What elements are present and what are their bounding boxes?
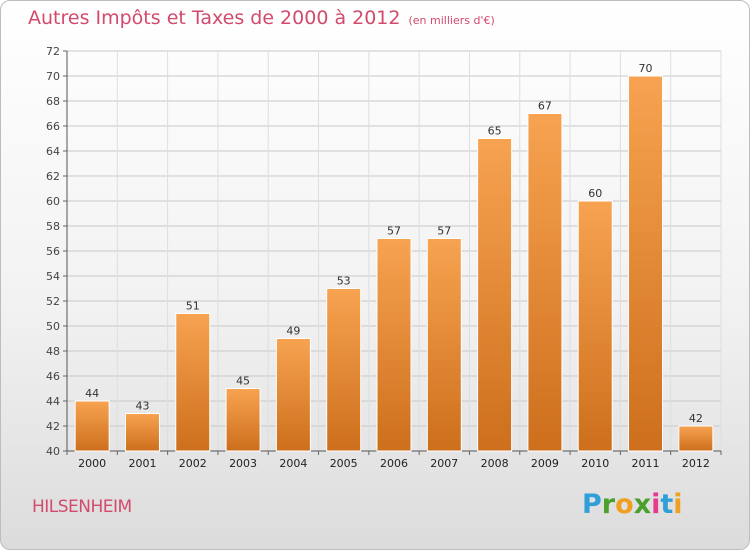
chart-title-text: Autres Impôts et Taxes de 2000 à 2012 — [28, 7, 401, 29]
data-label-2002: 51 — [186, 300, 200, 313]
x-tick-label-2010: 2010 — [581, 457, 609, 470]
y-tick-label: 42 — [46, 420, 60, 433]
x-tick-label-2008: 2008 — [481, 457, 509, 470]
x-tick-label-2000: 2000 — [78, 457, 106, 470]
x-tick-label-2005: 2005 — [330, 457, 358, 470]
data-labels: 44 43 51 45 49 53 57 57 65 67 60 70 42 — [85, 62, 703, 425]
y-tick-label: 70 — [46, 70, 60, 83]
y-tick-label: 66 — [46, 120, 60, 133]
y-tick-label: 58 — [46, 220, 60, 233]
y-tick-label: 68 — [46, 95, 60, 108]
data-label-2005: 53 — [337, 275, 351, 288]
commune-name: HILSENHEIM — [32, 497, 132, 517]
data-label-2003: 45 — [236, 375, 250, 388]
bar-2007 — [426, 238, 462, 452]
logo-letter: x — [633, 489, 652, 520]
data-label-2011: 70 — [639, 62, 653, 75]
x-tick-label-2009: 2009 — [531, 457, 559, 470]
chart-title: Autres Impôts et Taxes de 2000 à 2012 (en… — [28, 7, 495, 29]
y-tick-label: 52 — [46, 295, 60, 308]
y-tick-label: 54 — [46, 270, 60, 283]
bar-2010 — [577, 200, 613, 452]
data-label-2001: 43 — [135, 400, 149, 413]
logo-letter: i — [673, 489, 683, 520]
bar-2008 — [477, 138, 513, 452]
proxiti-logo[interactable]: Proxiti — [582, 489, 683, 520]
data-label-2010: 60 — [588, 187, 602, 200]
chart-unit: (en milliers d'€) — [408, 14, 495, 27]
bar-2000 — [74, 400, 110, 452]
x-tick-label-2001: 2001 — [128, 457, 156, 470]
y-tick-label: 48 — [46, 345, 60, 358]
data-label-2007: 57 — [437, 225, 451, 238]
y-tick-label: 72 — [46, 45, 60, 58]
y-tick-label: 50 — [46, 320, 60, 333]
x-tick-label-2004: 2004 — [279, 457, 307, 470]
x-tick-label-2011: 2011 — [632, 457, 660, 470]
data-label-2008: 65 — [488, 125, 502, 138]
logo-letter: r — [601, 489, 616, 520]
y-tick-label: 46 — [46, 370, 60, 383]
x-tick-label-2006: 2006 — [380, 457, 408, 470]
bar-2003 — [225, 388, 261, 452]
data-label-2006: 57 — [387, 225, 401, 238]
bars — [74, 75, 714, 452]
x-tick-label-2003: 2003 — [229, 457, 257, 470]
y-tick-label: 44 — [46, 395, 60, 408]
bar-2006 — [376, 238, 412, 452]
bar-2012 — [678, 425, 714, 452]
data-label-2004: 49 — [286, 325, 300, 338]
bar-2001 — [124, 413, 160, 452]
bar-2002 — [175, 313, 211, 452]
logo-letter: i — [651, 489, 661, 520]
x-tick-label-2002: 2002 — [179, 457, 207, 470]
data-label-2012: 42 — [689, 412, 703, 425]
bar-2009 — [527, 113, 563, 452]
bar-2004 — [275, 338, 311, 452]
y-tick-label: 40 — [46, 445, 60, 458]
y-tick-label: 60 — [46, 195, 60, 208]
data-label-2009: 67 — [538, 100, 552, 113]
y-tick-label: 56 — [46, 245, 60, 258]
x-tick-label-2007: 2007 — [430, 457, 458, 470]
data-label-2000: 44 — [85, 387, 99, 400]
y-tick-label: 62 — [46, 170, 60, 183]
logo-letter: P — [582, 489, 602, 520]
bar-2011 — [628, 75, 664, 452]
y-tick-label: 64 — [46, 145, 60, 158]
logo-letter: t — [660, 489, 674, 520]
logo-letter: o — [615, 489, 634, 520]
bar-2005 — [326, 288, 362, 452]
x-tick-label-2012: 2012 — [682, 457, 710, 470]
